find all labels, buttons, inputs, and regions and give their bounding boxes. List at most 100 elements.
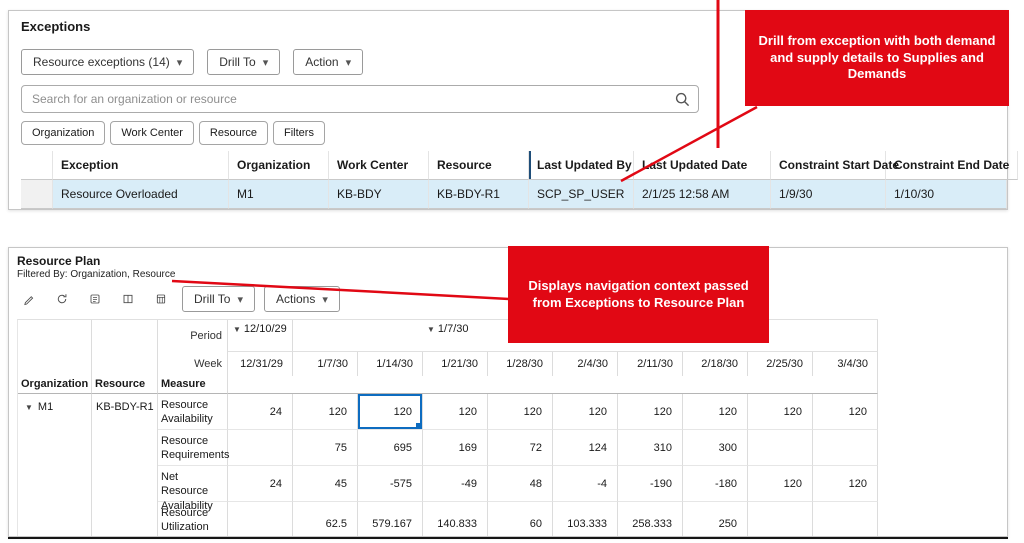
exceptions-table: Exception Organization Work Center Resou… (21, 151, 1019, 209)
exceptions-controls: Resource exceptions (14) Drill To Action (21, 49, 364, 75)
cell-last-updated-by[interactable]: SCP_SP_USER (529, 180, 634, 209)
grid-cell[interactable]: 250 (683, 502, 748, 536)
resource-plan-title: Resource Plan (17, 254, 101, 268)
col-organization[interactable]: Organization (229, 151, 329, 180)
week-header: 1/14/30 (358, 352, 423, 376)
grid-cell[interactable]: 72 (488, 430, 553, 466)
col-work-center[interactable]: Work Center (329, 151, 429, 180)
resource-exceptions-dropdown[interactable]: Resource exceptions (14) (21, 49, 195, 75)
grid-cell[interactable]: 24 (228, 394, 293, 430)
grid-cell[interactable] (813, 502, 878, 536)
grid-cell[interactable]: 120 (683, 394, 748, 430)
cell-constraint-start-date[interactable]: 1/9/30 (771, 180, 886, 209)
week-header: 1/28/30 (488, 352, 553, 376)
row-handle-header (21, 151, 53, 180)
resource-exceptions-dropdown-label: Resource exceptions (14) (33, 55, 170, 69)
grid-cell[interactable]: 48 (488, 466, 553, 502)
organization-cell (18, 466, 92, 502)
refresh-icon[interactable] (50, 287, 74, 311)
exception-row[interactable]: Resource Overloaded M1 KB-BDY KB-BDY-R1 … (21, 180, 1007, 209)
grid-cell[interactable] (748, 430, 813, 466)
grid-cell[interactable] (748, 502, 813, 536)
resource-cell (92, 466, 158, 502)
grid-cell[interactable]: 300 (683, 430, 748, 466)
grid-cell[interactable]: 169 (423, 430, 488, 466)
cell-last-updated-date[interactable]: 2/1/25 12:58 AM (634, 180, 771, 209)
grid-cell[interactable] (228, 430, 293, 466)
col-constraint-start-date[interactable]: Constraint Start Date (771, 151, 899, 180)
grid-cell[interactable]: -575 (358, 466, 423, 502)
bottom-callout: Displays navigation context passed from … (508, 246, 769, 343)
compare-icon[interactable] (116, 287, 140, 311)
chip-filters[interactable]: Filters (273, 121, 325, 145)
col-resource[interactable]: Resource (429, 151, 529, 180)
grid-cell[interactable]: 258.333 (618, 502, 683, 536)
grid-cell[interactable]: 120 (618, 394, 683, 430)
grid-cell[interactable]: 579.167 (358, 502, 423, 536)
notepad-icon[interactable] (83, 287, 107, 311)
grid-cell[interactable]: 120 (293, 394, 358, 430)
collapse-icon[interactable] (427, 323, 435, 337)
grid-cell[interactable]: -49 (423, 466, 488, 502)
grid-cell[interactable]: 310 (618, 430, 683, 466)
chevron-down-icon (322, 292, 328, 306)
grid-cell[interactable]: -180 (683, 466, 748, 502)
col-last-updated-date[interactable]: Last Updated Date (634, 151, 771, 180)
cell-organization[interactable]: M1 (229, 180, 329, 209)
search-icon[interactable] (666, 87, 698, 111)
cell-work-center[interactable]: KB-BDY (329, 180, 429, 209)
calculator-icon[interactable] (149, 287, 173, 311)
collapse-icon[interactable] (233, 323, 241, 337)
grid-cell[interactable]: 120 (748, 466, 813, 502)
grid-cell[interactable]: 103.333 (553, 502, 618, 536)
edit-icon[interactable] (17, 287, 41, 311)
organization-cell[interactable]: M1 (18, 394, 92, 430)
expand-icon[interactable] (25, 401, 33, 415)
actions-button[interactable]: Actions (263, 286, 340, 312)
grid-cell[interactable]: 120 (553, 394, 618, 430)
chevron-down-icon (237, 292, 243, 306)
grid-cell[interactable]: 75 (293, 430, 358, 466)
measure-cell: Net Resource Availability (158, 466, 228, 512)
grid-cell[interactable]: 695 (358, 430, 423, 466)
col-exception[interactable]: Exception (53, 151, 229, 180)
grid-cell[interactable]: 140.833 (423, 502, 488, 536)
chip-organization[interactable]: Organization (21, 121, 106, 145)
grid-cell[interactable]: 120 (813, 394, 878, 430)
chip-resource[interactable]: Resource (198, 121, 268, 145)
action-button[interactable]: Action (293, 49, 364, 75)
search-input[interactable] (22, 92, 666, 106)
grid-cell[interactable]: 24 (228, 466, 293, 502)
grid-cell-selected[interactable]: 120 (358, 394, 423, 430)
row-handle[interactable] (21, 180, 53, 209)
grid-cell[interactable]: 120 (748, 394, 813, 430)
grid-cell[interactable]: 60 (488, 502, 553, 536)
grid-cell[interactable] (228, 502, 293, 536)
grid-cell[interactable]: -4 (553, 466, 618, 502)
cell-constraint-end-date[interactable]: 1/10/30 (886, 180, 1007, 209)
grid-cell[interactable]: 120 (813, 466, 878, 502)
period-value: 12/10/29 (243, 323, 287, 335)
grid-cell[interactable]: 120 (488, 394, 553, 430)
drill-to-button[interactable]: Drill To (207, 49, 281, 75)
grid-cell[interactable]: 62.5 (293, 502, 358, 536)
col-last-updated-by[interactable]: Last Updated By (529, 151, 634, 180)
week-header: 2/4/30 (553, 352, 618, 376)
drill-to-label: Drill To (194, 292, 231, 306)
grid-cell[interactable]: 120 (423, 394, 488, 430)
grid-cell[interactable]: -190 (618, 466, 683, 502)
week-header: 2/25/30 (748, 352, 813, 376)
cell-exception[interactable]: Resource Overloaded (53, 180, 229, 209)
grid-cell[interactable]: 45 (293, 466, 358, 502)
period-column-header[interactable]: 12/10/29 (228, 320, 293, 352)
col-constraint-end-date[interactable]: Constraint End Date (886, 151, 1019, 180)
grid-cell[interactable]: 124 (553, 430, 618, 466)
resource-plan-grid: Period 12/10/29 1/7/30 Week 12/31/29 1/7… (17, 319, 878, 536)
chip-work-center[interactable]: Work Center (110, 121, 194, 145)
week-header: 2/11/30 (618, 352, 683, 376)
grid-cell[interactable] (813, 430, 878, 466)
resource-cell (92, 430, 158, 466)
period-group-header[interactable]: 1/7/30 (293, 320, 878, 352)
cell-resource[interactable]: KB-BDY-R1 (429, 180, 529, 209)
drill-to-button[interactable]: Drill To (182, 286, 255, 312)
